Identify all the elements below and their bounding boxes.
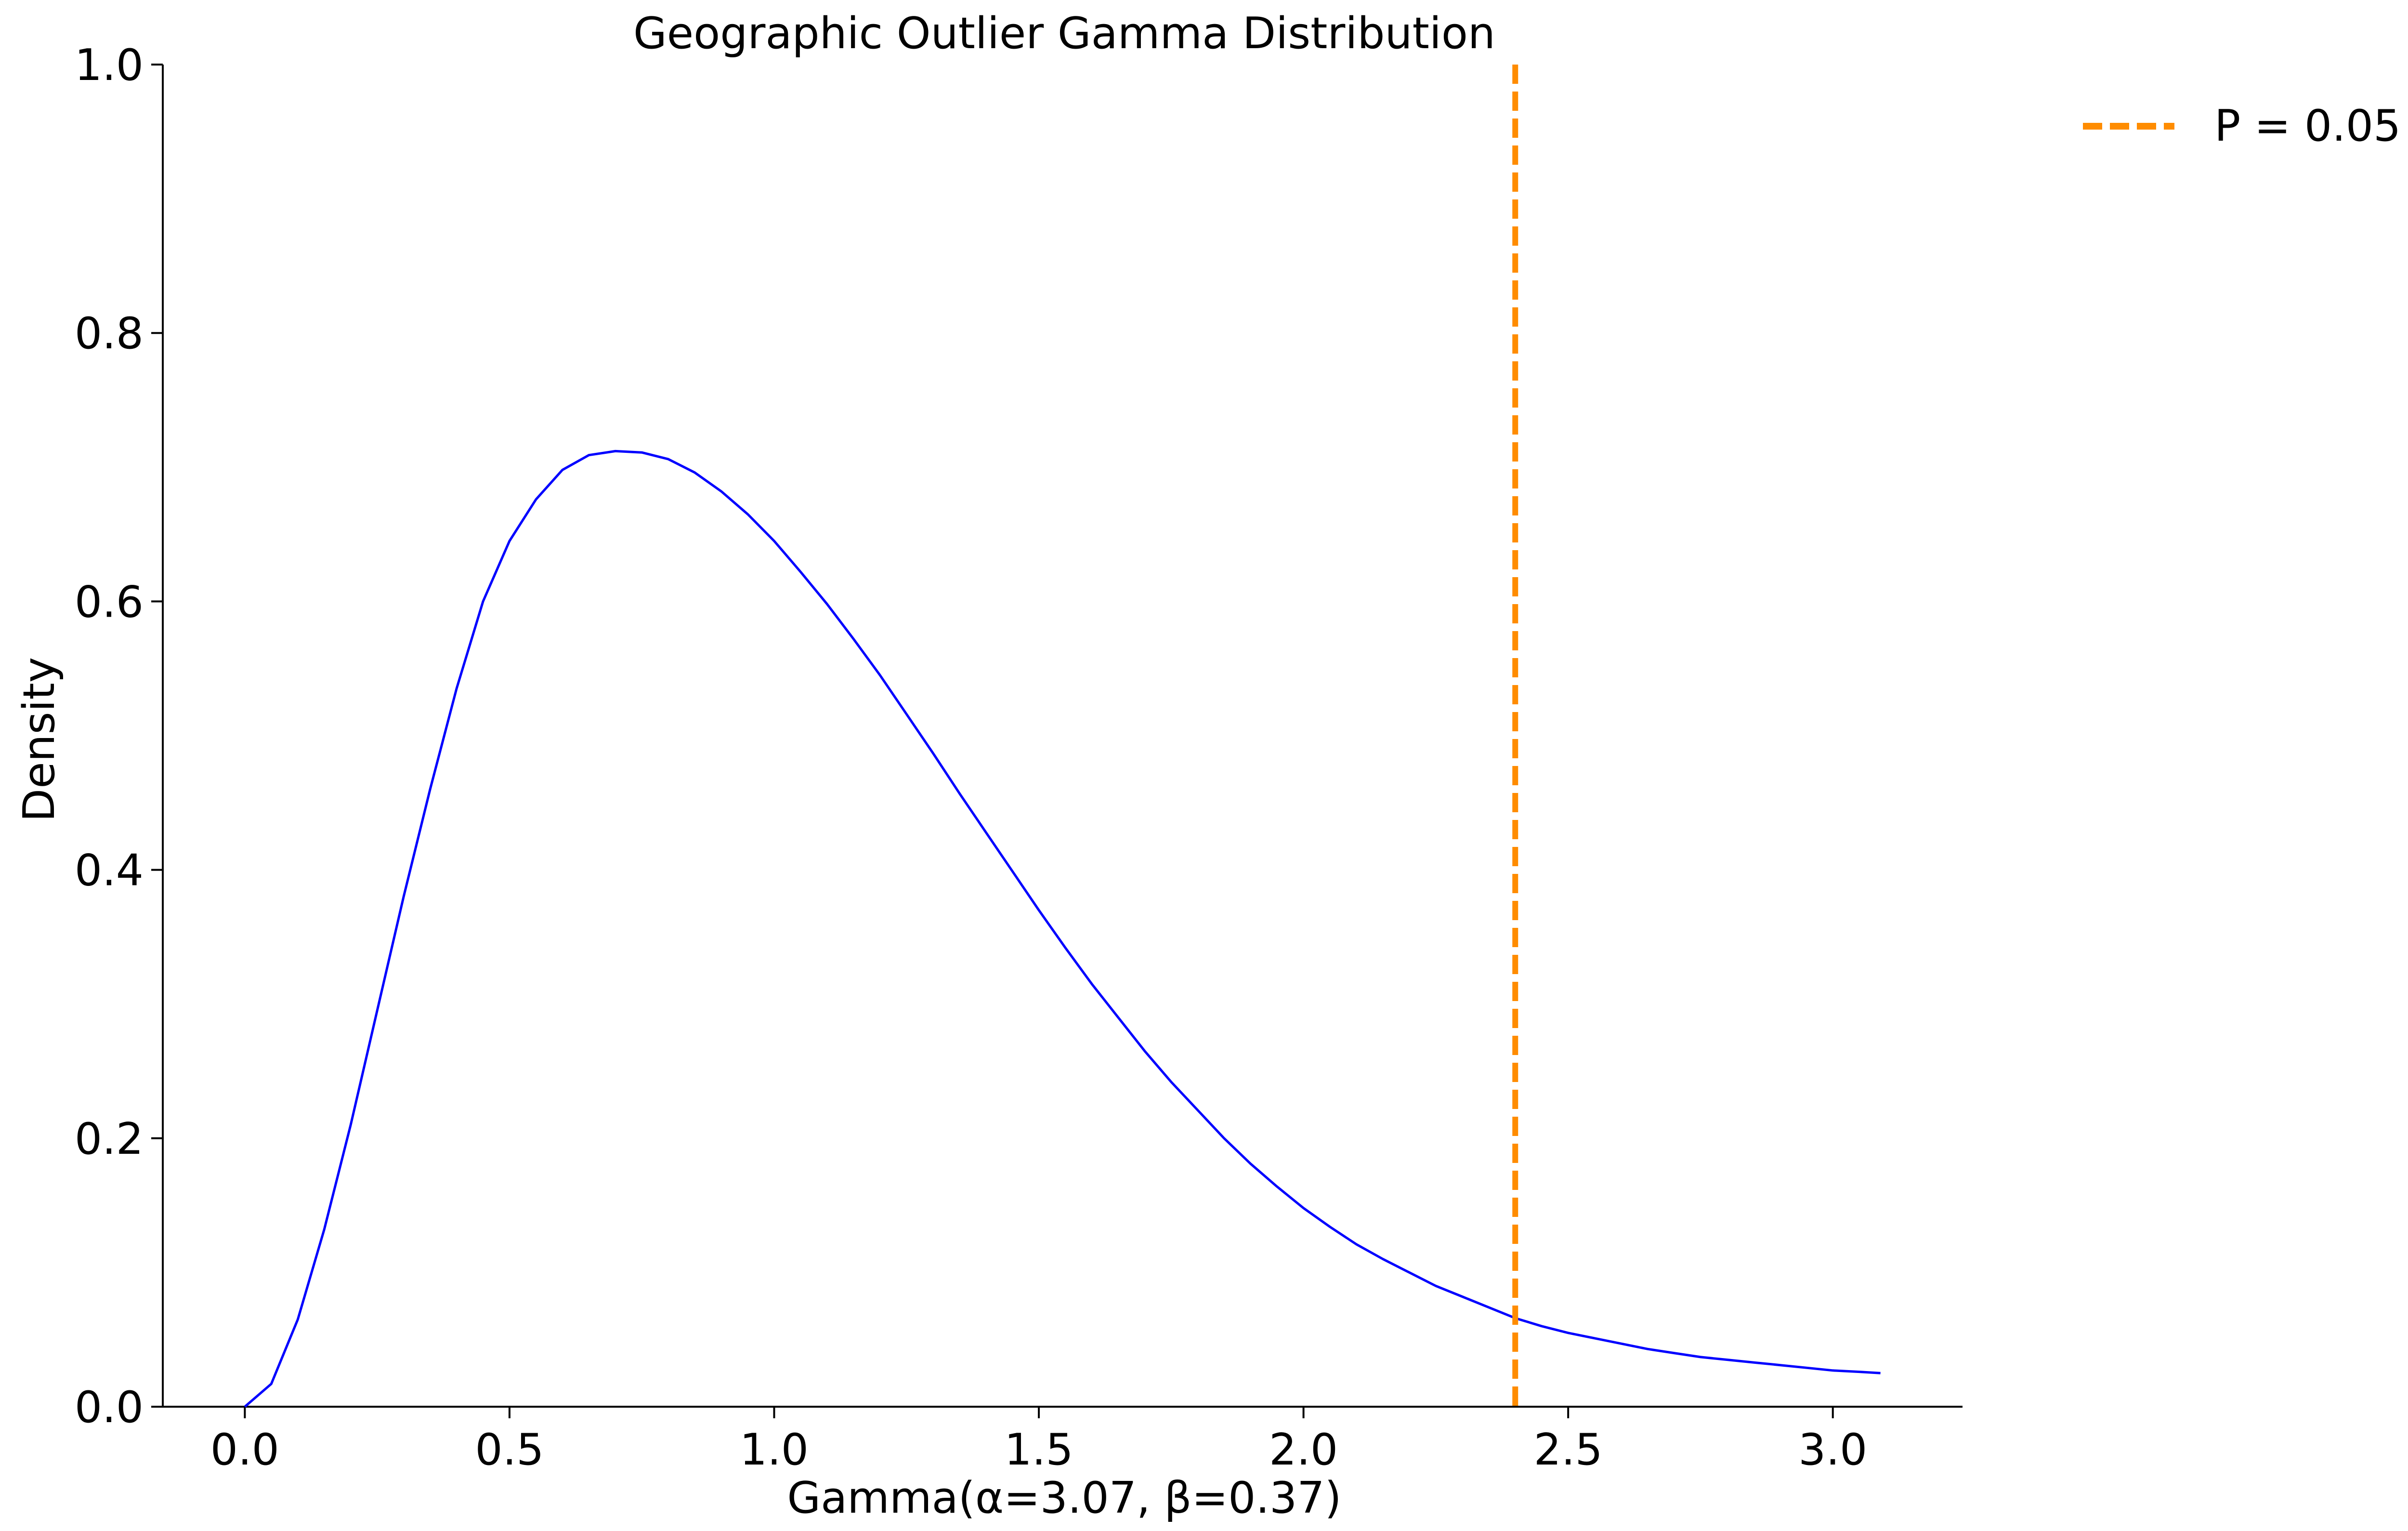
x-tick-label: 0.0: [210, 1425, 279, 1475]
x-tick-label: 1.5: [1004, 1425, 1073, 1475]
legend-label-p005: P = 0.05: [2214, 101, 2401, 151]
y-tick-label: 0.4: [75, 845, 144, 896]
x-axis-label: Gamma(α=3.07, β=0.37): [787, 1473, 1341, 1523]
y-tick-label: 1.0: [75, 40, 144, 91]
y-tick-label: 0.0: [75, 1382, 144, 1433]
x-tick-label: 0.5: [475, 1425, 544, 1475]
y-ticks: 0.0 0.2 0.4 0.6 0.8 1.0: [75, 40, 163, 1433]
chart-title: Geographic Outlier Gamma Distribution: [633, 8, 1495, 59]
y-tick-label: 0.2: [75, 1114, 144, 1164]
legend: P = 0.05: [2083, 101, 2401, 151]
x-ticks: 0.0 0.5 1.0 1.5 2.0 2.5 3.0: [210, 1407, 1867, 1475]
x-tick-label: 1.0: [740, 1425, 809, 1475]
x-tick-label: 2.5: [1534, 1425, 1603, 1475]
axes: 0.0 0.5 1.0 1.5 2.0 2.5 3.0 0.0 0.2 0.4 0.6 0.8 1.0: [75, 40, 1963, 1475]
x-tick-label: 2.0: [1269, 1425, 1338, 1475]
x-tick-label: 3.0: [1798, 1425, 1867, 1475]
plot-marks: [244, 65, 1881, 1408]
y-tick-label: 0.6: [75, 577, 144, 627]
y-tick-label: 0.8: [75, 308, 144, 359]
density-series-line: [244, 449, 1881, 1408]
y-axis-label: Density: [14, 657, 65, 822]
